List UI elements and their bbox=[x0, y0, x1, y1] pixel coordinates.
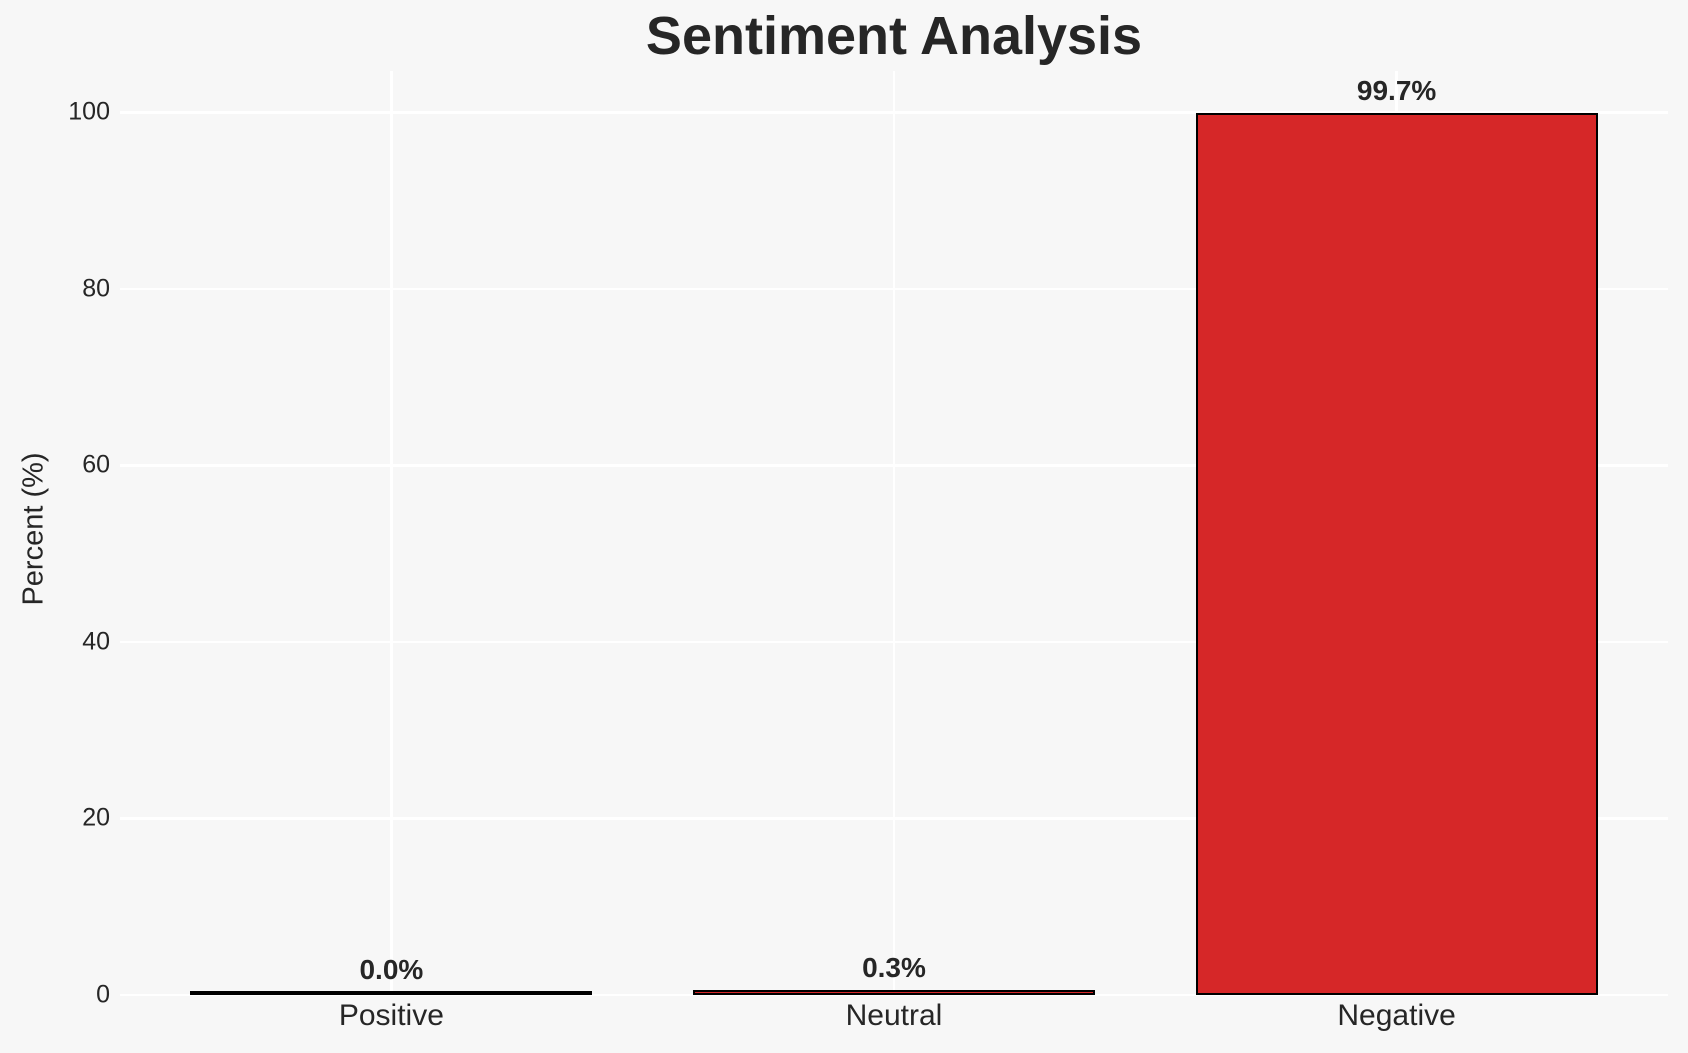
bar-value-label: 0.3% bbox=[862, 952, 926, 984]
y-tick-label: 80 bbox=[82, 274, 110, 303]
y-tick-label: 60 bbox=[82, 450, 110, 479]
x-tick-label: Negative bbox=[1337, 999, 1456, 1032]
x-tick-label: Neutral bbox=[845, 999, 943, 1032]
bar-neutral bbox=[692, 990, 1096, 995]
bar-value-label: 99.7% bbox=[1356, 75, 1437, 107]
y-tick-label: 100 bbox=[68, 97, 110, 126]
x-tick-label: Positive bbox=[338, 999, 444, 1032]
y-tick-label: 20 bbox=[82, 803, 110, 832]
chart-title: Sentiment Analysis bbox=[645, 6, 1143, 66]
y-tick-label: 40 bbox=[82, 627, 110, 656]
y-tick-label: 0 bbox=[96, 980, 110, 1009]
bar-positive bbox=[190, 991, 593, 995]
bar-value-label: 0.0% bbox=[359, 954, 424, 985]
bar-negative bbox=[1195, 113, 1598, 995]
x-gridline bbox=[390, 71, 393, 995]
x-gridline bbox=[892, 71, 896, 995]
y-gridline bbox=[120, 993, 1668, 997]
